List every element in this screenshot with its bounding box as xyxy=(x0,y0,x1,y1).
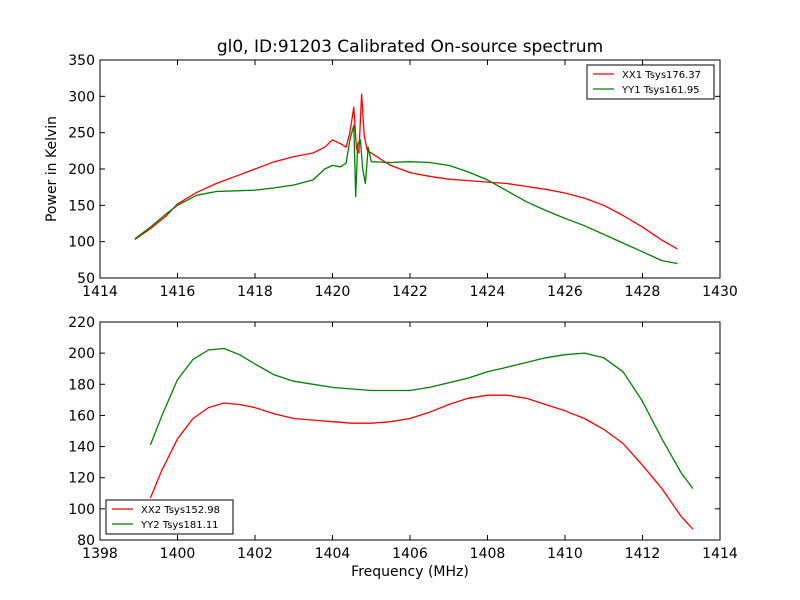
bottom-x-tick-label: 1414 xyxy=(702,546,738,562)
chart-title: gl0, ID:91203 Calibrated On-source spect… xyxy=(217,37,603,57)
top-x-tick-label: 1428 xyxy=(625,284,661,300)
top-y-tick-label: 200 xyxy=(68,162,95,178)
top-y-tick-label: 300 xyxy=(68,89,95,105)
bottom-y-tick-label: 80 xyxy=(77,533,95,549)
top-y-tick-label: 150 xyxy=(68,198,95,214)
bottom-legend: XX2 Tsys152.98 YY2 Tsys181.11 xyxy=(105,499,234,535)
bottom-subplot: Frequency (MHz) 1398 1400 1402 1404 1406 1408… xyxy=(68,315,738,580)
series-line-yy1 xyxy=(134,124,678,265)
top-x-tick-label: 1420 xyxy=(315,284,351,300)
bottom-y-tick-label: 200 xyxy=(68,346,95,362)
top-y-tick-label: 250 xyxy=(68,126,95,142)
legend-label-xx1: XX1 Tsys176.37 xyxy=(622,70,701,81)
bottom-x-axis-label: Frequency (MHz) xyxy=(351,564,469,580)
top-plot-frame xyxy=(99,59,721,279)
top-x-tick-label: 1430 xyxy=(702,284,738,300)
top-x-tick-label: 1418 xyxy=(237,284,273,300)
top-y-axis-label: Power in Kelvin xyxy=(44,116,60,222)
bottom-plot-frame xyxy=(99,321,721,541)
bottom-x-tick-label: 1406 xyxy=(392,546,428,562)
top-subplot: gl0, ID:91203 Calibrated On-source spect… xyxy=(44,37,738,300)
top-x-tick-label: 1414 xyxy=(82,284,118,300)
legend-label-yy1: YY1 Tsys161.95 xyxy=(621,85,700,96)
top-x-tick-label: 1422 xyxy=(392,284,428,300)
bottom-y-tick-label: 120 xyxy=(68,471,95,487)
bottom-y-tick-label: 160 xyxy=(68,408,95,424)
top-legend: XX1 Tsys176.37 YY1 Tsys161.95 xyxy=(586,64,715,100)
series-line-xx2 xyxy=(149,394,694,530)
legend-label-yy2: YY2 Tsys181.11 xyxy=(140,520,219,531)
top-series-group xyxy=(134,93,678,265)
bottom-x-tick-label: 1400 xyxy=(160,546,196,562)
bottom-x-tick-label: 1410 xyxy=(547,546,583,562)
top-y-tick-label: 50 xyxy=(77,271,95,287)
bottom-series-group xyxy=(149,347,694,530)
bottom-y-tick-label: 140 xyxy=(68,440,95,456)
top-x-tick-label: 1426 xyxy=(547,284,583,300)
top-legend-box xyxy=(586,64,715,100)
top-x-tick-label: 1424 xyxy=(470,284,506,300)
bottom-y-tick-label: 220 xyxy=(68,315,95,331)
legend-label-xx2: XX2 Tsys152.98 xyxy=(141,505,220,516)
bottom-x-tick-label: 1412 xyxy=(625,546,661,562)
bottom-x-tick-label: 1408 xyxy=(470,546,506,562)
bottom-x-tick-label: 1402 xyxy=(237,546,273,562)
top-y-tick-label: 350 xyxy=(68,53,95,69)
top-x-tick-label: 1416 xyxy=(160,284,196,300)
bottom-y-tick-label: 100 xyxy=(68,502,95,518)
bottom-y-tick-label: 180 xyxy=(68,377,95,393)
top-y-tick-label: 100 xyxy=(68,235,95,251)
series-line-xx1 xyxy=(134,93,678,250)
bottom-x-tick-label: 1404 xyxy=(315,546,351,562)
bottom-x-tick-label: 1398 xyxy=(82,546,118,562)
bottom-legend-box xyxy=(105,499,234,535)
top-ticks-group: 1414 1416 1418 1420 1422 1424 1426 1428 1430 50 10… xyxy=(68,53,738,300)
series-line-yy2 xyxy=(149,347,694,489)
